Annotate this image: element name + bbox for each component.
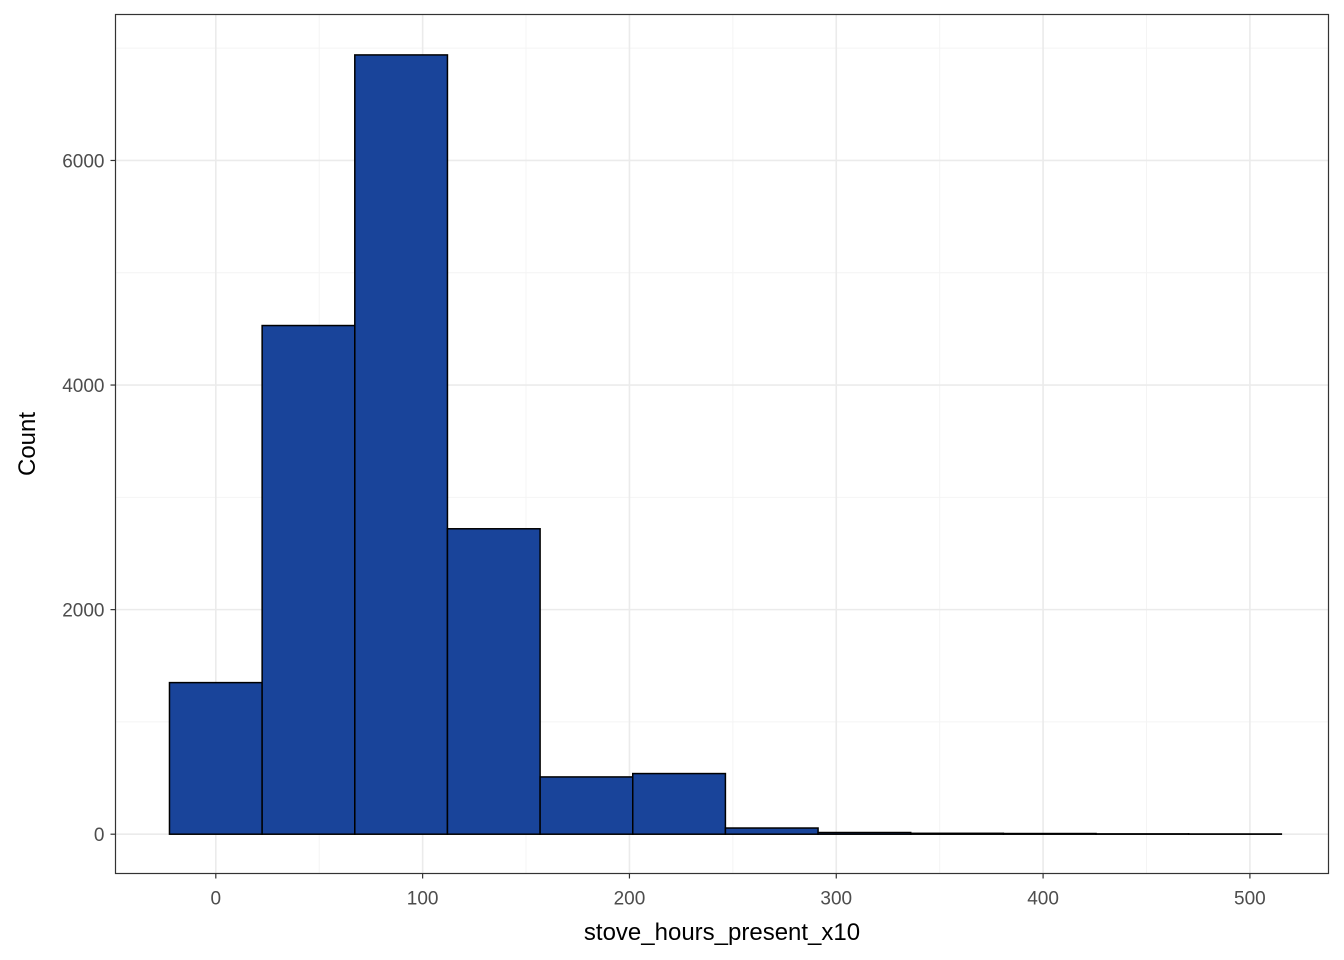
y-tick-label: 4000	[62, 376, 104, 397]
histogram-bar-6	[632, 772, 727, 835]
x-tick-label: 400	[1027, 889, 1059, 910]
x-axis-ticks: 0 100 200 300 400 500	[211, 873, 1266, 910]
x-tick-label: 200	[614, 889, 646, 910]
x-axis-title: stove_hours_present_x10	[584, 919, 860, 946]
histogram-bar-1	[168, 681, 263, 835]
y-axis-ticks: 0 2000 4000 6000	[62, 151, 116, 846]
y-tick-label: 6000	[62, 151, 104, 172]
histogram-bar-9	[909, 832, 1005, 835]
grid-minor-lines	[115, 14, 1329, 874]
histogram-bar-8	[817, 831, 912, 835]
y-tick-label: 2000	[62, 601, 104, 622]
panel-border	[114, 13, 1330, 875]
histogram-bars	[168, 54, 1283, 835]
y-axis-title: Count	[14, 412, 41, 476]
y-tick-label: 0	[94, 825, 105, 846]
histogram-bar-3	[354, 54, 449, 835]
histogram-bar-10	[1002, 832, 1097, 835]
histogram-bar-7	[724, 827, 819, 835]
histogram-bar-5	[539, 776, 634, 835]
histogram-bar-2	[261, 324, 356, 835]
x-tick-label: 0	[211, 889, 222, 910]
x-tick-label: 500	[1234, 889, 1266, 910]
x-tick-label: 100	[407, 889, 439, 910]
histogram-bar-4	[446, 528, 541, 835]
x-tick-label: 300	[820, 889, 852, 910]
